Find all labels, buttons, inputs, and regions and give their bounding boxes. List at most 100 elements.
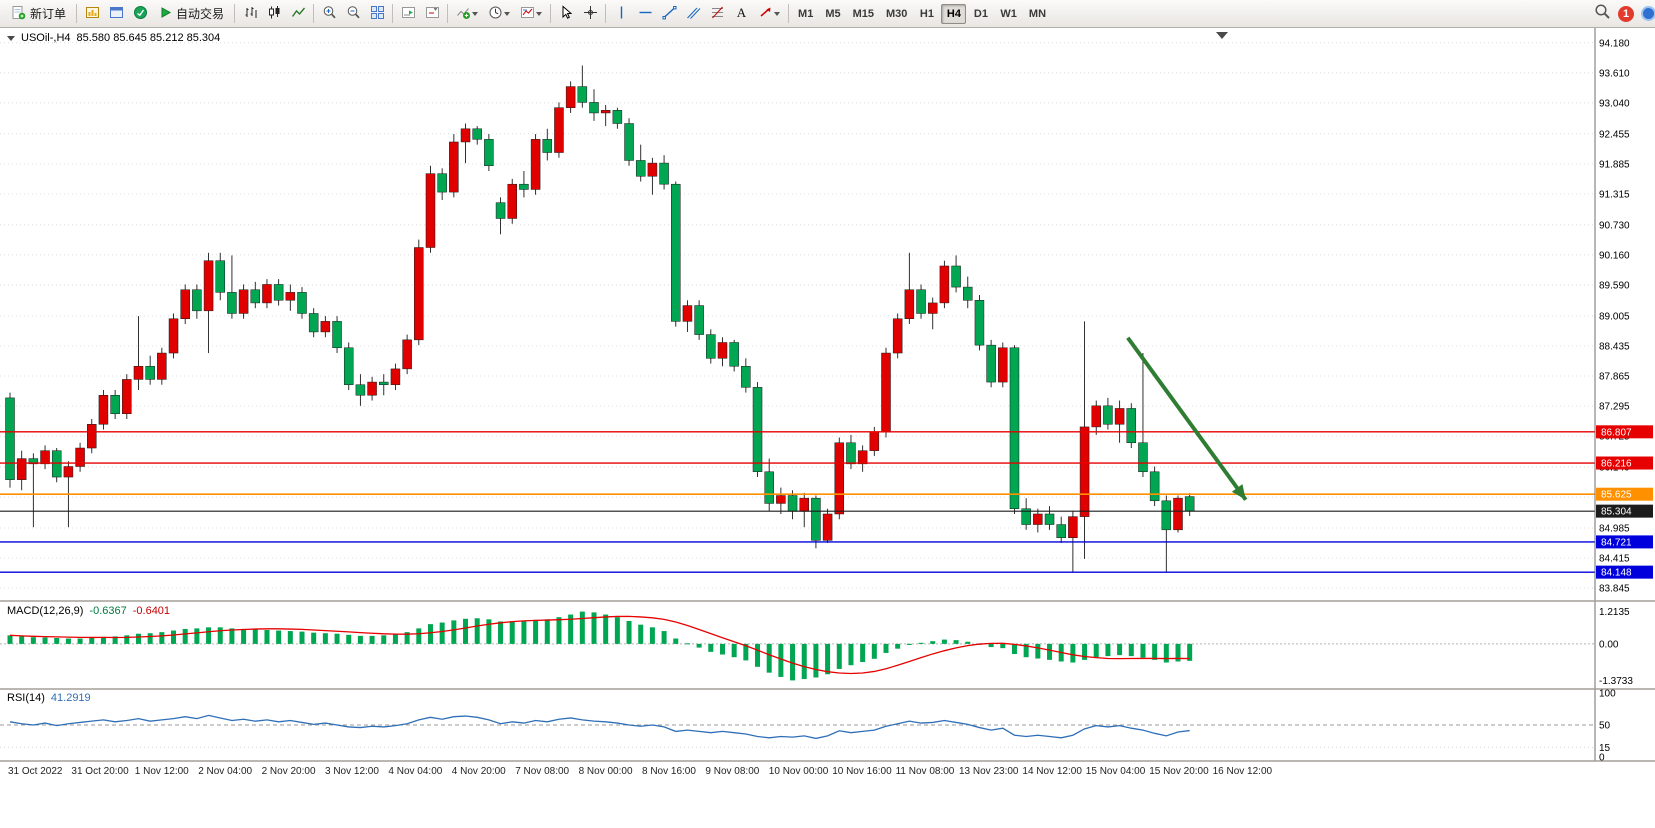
candle-down: [671, 183, 681, 322]
macd-bar: [42, 637, 48, 644]
macd-bar: [755, 643, 761, 667]
one-click-trading-toggle[interactable]: [7, 35, 15, 41]
macd-bar: [147, 633, 153, 644]
candle-up: [565, 86, 576, 108]
macd-bar: [19, 636, 25, 644]
time-axis[interactable]: 31 Oct 2022 31 Oct 20:00 1 Nov 12:00 2 Nov …: [0, 763, 1655, 781]
market-watch-button[interactable]: [128, 3, 152, 25]
zoom-in-icon: [322, 5, 337, 23]
candle-down: [787, 495, 798, 512]
candle-up: [320, 321, 331, 333]
price-axis-label: 92.455: [1599, 129, 1630, 140]
edge-widget-icon[interactable]: [1641, 6, 1655, 21]
auto-scroll-button[interactable]: [396, 3, 420, 25]
vertical-line-button[interactable]: [609, 3, 633, 25]
periods-dropdown[interactable]: [483, 3, 515, 25]
macd-bar: [1140, 643, 1146, 658]
cursor-button[interactable]: [554, 3, 578, 25]
timeframe-button-m5[interactable]: M5: [820, 4, 845, 24]
timeframe-button-h1[interactable]: H1: [914, 4, 939, 24]
rsi-axis-label: 100: [1599, 689, 1616, 700]
zoom-in-button[interactable]: [317, 3, 341, 25]
toolbar-separator: [788, 4, 790, 23]
tile-windows-button[interactable]: [365, 3, 389, 25]
price-axis-label: 93.610: [1599, 68, 1630, 79]
price-level-lines[interactable]: [0, 431, 1595, 573]
candle-up: [16, 458, 27, 480]
new-order-button[interactable]: 新订单: [4, 3, 73, 25]
candle-up: [203, 260, 214, 312]
timeframe-button-w1[interactable]: W1: [995, 4, 1022, 24]
fibonacci-button[interactable]: [705, 3, 729, 25]
profile-button[interactable]: [104, 3, 128, 25]
macd-bar: [474, 618, 480, 644]
charts-button[interactable]: [80, 3, 104, 25]
tile-windows-icon: [370, 5, 385, 23]
chart-shift-icon: [425, 5, 440, 23]
trend-arrow[interactable]: [1126, 336, 1248, 501]
macd-bar: [135, 633, 141, 644]
price-axis-label: 89.005: [1599, 311, 1630, 322]
candle-down: [1149, 471, 1160, 502]
time-label: 10 Nov 16:00: [832, 766, 892, 777]
macd-bar: [883, 643, 889, 653]
new-order-label: 新订单: [30, 7, 67, 21]
arrows-dropdown[interactable]: [753, 3, 785, 25]
search-icon[interactable]: [1594, 3, 1611, 25]
candle-up: [600, 110, 611, 114]
macd-bar: [895, 643, 901, 649]
timeframe-button-m30[interactable]: M30: [881, 4, 912, 24]
candle-up: [133, 365, 144, 380]
price-axis[interactable]: 94.180 93.610 93.040 92.455 91.885 91.315 90.7…: [1594, 28, 1653, 761]
auto-trading-icon: [159, 6, 172, 22]
bar-chart-button[interactable]: [238, 3, 262, 25]
macd-bar: [521, 621, 527, 644]
notification-badge[interactable]: 1: [1618, 5, 1634, 22]
macd-bar: [311, 632, 317, 644]
macd-bar: [1187, 643, 1193, 661]
auto-trading-button[interactable]: 自动交易: [152, 3, 231, 25]
chart-shift-button[interactable]: [420, 3, 444, 25]
macd-bar: [463, 618, 469, 644]
crosshair-button[interactable]: [578, 3, 602, 25]
price-tag-84.721: [1596, 535, 1653, 549]
chart-shift-marker[interactable]: [1216, 32, 1228, 39]
toolbar: 新订单 自动交易 A: [0, 0, 1655, 28]
channel-button[interactable]: [681, 3, 705, 25]
rsi-header: RSI(14) 41.2919: [7, 692, 91, 704]
timeframe-button-m15[interactable]: M15: [848, 4, 879, 24]
macd-bar: [684, 643, 690, 645]
macd-bar: [649, 627, 655, 644]
trendline-button[interactable]: [657, 3, 681, 25]
candle-down: [227, 292, 237, 314]
timeframe-button-m1[interactable]: M1: [793, 4, 818, 24]
horizontal-line-button[interactable]: [633, 3, 657, 25]
candle-up: [834, 442, 845, 515]
text-button[interactable]: A: [729, 3, 753, 25]
line-chart-button[interactable]: [286, 3, 310, 25]
macd-bar: [112, 636, 118, 644]
timeframe-button-mn[interactable]: MN: [1024, 4, 1051, 24]
indicators-dropdown[interactable]: [451, 3, 483, 25]
macd-bar: [836, 643, 842, 669]
candlestick-chart-button[interactable]: [262, 3, 286, 25]
candle-up: [180, 289, 190, 319]
toolbar-separator: [76, 4, 78, 23]
macd-bar: [100, 636, 106, 644]
macd-panel: 1.2135 0.00 -1.3733: [0, 607, 1633, 687]
zoom-out-button[interactable]: [341, 3, 365, 25]
timeframe-button-d1[interactable]: D1: [968, 4, 993, 24]
candle-up: [460, 128, 471, 143]
chart-canvas[interactable]: 94.180 93.610 93.040 92.455 91.885 91.315 90.7…: [0, 28, 1655, 828]
timeframe-button-h4[interactable]: H4: [941, 3, 967, 24]
candle-up: [554, 107, 564, 153]
time-label: 4 Nov 04:00: [388, 766, 443, 777]
candle-down: [273, 284, 284, 301]
macd-bar: [1082, 643, 1088, 660]
symbol-label: USOil-,H4: [21, 32, 71, 44]
candle-down: [635, 160, 646, 177]
macd-bar: [381, 635, 387, 644]
templates-dropdown[interactable]: [515, 3, 547, 25]
profile-icon: [109, 5, 124, 23]
arrow-head: [1231, 484, 1246, 500]
